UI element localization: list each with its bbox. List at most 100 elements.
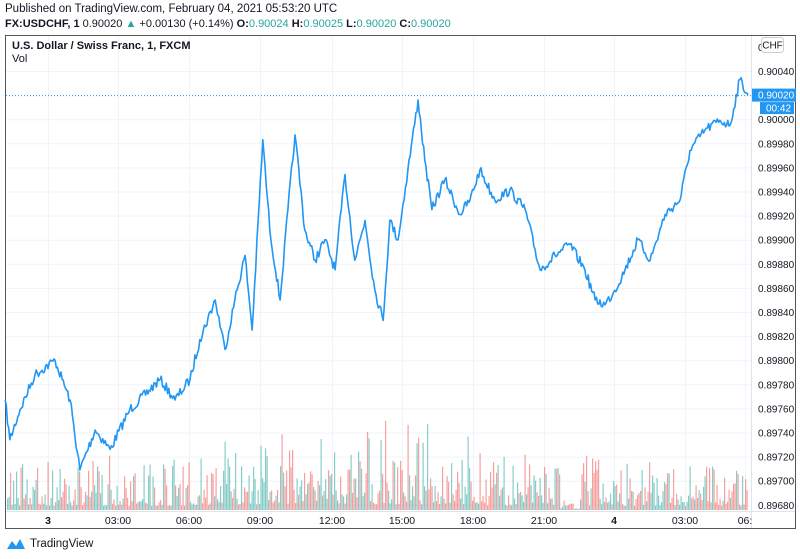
volume-bar bbox=[364, 492, 366, 510]
volume-bar bbox=[443, 498, 445, 510]
volume-bar bbox=[76, 504, 78, 510]
volume-bar bbox=[245, 491, 247, 510]
volume-bar bbox=[593, 472, 595, 510]
price-tick-label: 0.89860 bbox=[758, 284, 795, 295]
volume-bar bbox=[679, 504, 681, 510]
volume-bar bbox=[43, 503, 45, 510]
price-tick-label: 0.89740 bbox=[758, 429, 795, 440]
volume-bar bbox=[533, 475, 535, 510]
volume-bar bbox=[602, 483, 604, 510]
volume-bar bbox=[170, 505, 172, 510]
volume-bar bbox=[430, 478, 432, 510]
volume-bar bbox=[82, 505, 84, 510]
price-line bbox=[4, 76, 749, 471]
volume-bar bbox=[410, 500, 412, 510]
volume-bar bbox=[118, 504, 120, 510]
volume-bar bbox=[697, 497, 699, 510]
volume-bar bbox=[164, 468, 166, 510]
volume-bar bbox=[527, 487, 529, 510]
volume-bar bbox=[553, 504, 555, 510]
volume-bar bbox=[328, 470, 330, 510]
volume-bar bbox=[373, 502, 375, 510]
tradingview-logo[interactable]: TradingView bbox=[6, 537, 93, 551]
volume-bar bbox=[478, 503, 480, 510]
high-label: H: bbox=[291, 18, 304, 30]
volume-bar bbox=[128, 505, 130, 510]
volume-bar bbox=[437, 492, 439, 510]
volume-bar bbox=[464, 486, 466, 510]
volume-bar bbox=[472, 500, 474, 510]
volume-bar bbox=[79, 471, 81, 510]
volume-bar bbox=[256, 504, 258, 510]
volume-bar bbox=[107, 484, 109, 510]
volume-bar bbox=[499, 495, 501, 510]
volume-bar bbox=[148, 475, 150, 510]
volume-bar bbox=[698, 490, 700, 510]
volume-bar bbox=[707, 501, 709, 510]
volume-bar bbox=[8, 496, 10, 510]
currency-badge[interactable]: CHF bbox=[761, 37, 784, 53]
volume-bar bbox=[616, 484, 618, 510]
volume-bar bbox=[382, 473, 384, 510]
volume-bar bbox=[668, 473, 670, 510]
volume-bar bbox=[346, 494, 348, 510]
volume-bar bbox=[307, 484, 309, 510]
volume-bar bbox=[149, 464, 151, 510]
volume-bar bbox=[116, 485, 118, 510]
price-tick-label: 0.89920 bbox=[758, 212, 795, 223]
volume-bar bbox=[247, 491, 249, 510]
volume-bar bbox=[17, 497, 19, 510]
last-price: 0.90020 bbox=[82, 18, 123, 30]
volume-bar bbox=[496, 472, 498, 510]
time-axis[interactable]: 3 03:00 06:00 09:00 12:00 15:00 18:00 21:00 4 03:… bbox=[45, 515, 752, 527]
volume-bar bbox=[281, 434, 283, 510]
volume-bar bbox=[454, 500, 456, 510]
volume-bar bbox=[725, 503, 727, 510]
volume-bar bbox=[445, 503, 447, 510]
volume-bar bbox=[500, 489, 502, 510]
volume-bar bbox=[49, 505, 51, 510]
brand-name: TradingView bbox=[30, 538, 94, 550]
price-tick-label: 0.89960 bbox=[758, 163, 795, 174]
volume-bar bbox=[545, 473, 547, 510]
volume-bar bbox=[728, 489, 730, 510]
volume-bar bbox=[521, 495, 523, 510]
volume-bar bbox=[166, 485, 168, 510]
volume-bar bbox=[412, 486, 414, 510]
volume-bar bbox=[589, 505, 591, 510]
open-label: O: bbox=[236, 18, 249, 30]
volume-bar bbox=[190, 501, 192, 510]
volume-bar bbox=[404, 496, 406, 510]
volume-bar bbox=[733, 483, 735, 510]
volume-bar bbox=[232, 497, 234, 510]
current-price-label: 0.90020 00:42 bbox=[752, 88, 796, 115]
volume-bar bbox=[475, 502, 477, 510]
volume-bar bbox=[463, 504, 465, 510]
volume-bar bbox=[583, 463, 585, 510]
volume-bar bbox=[632, 491, 634, 510]
volume-bar bbox=[296, 478, 298, 510]
volume-bar bbox=[268, 499, 270, 510]
volume-bar bbox=[598, 459, 600, 510]
volume-bar bbox=[109, 455, 111, 510]
volume-bar bbox=[608, 501, 610, 510]
volume-bar bbox=[47, 462, 49, 510]
volume-bar bbox=[736, 470, 738, 510]
volume-bar bbox=[161, 504, 163, 510]
volume-bar bbox=[694, 499, 696, 510]
volume-bar bbox=[46, 505, 48, 510]
volume-bar bbox=[587, 491, 589, 510]
volume-bar bbox=[482, 495, 484, 510]
volume-bar bbox=[334, 452, 336, 510]
volume-bar bbox=[140, 501, 142, 510]
volume-bar bbox=[557, 467, 559, 510]
volume-bar bbox=[631, 490, 633, 510]
price-tick-label: 0.89800 bbox=[758, 356, 795, 367]
volume-bar bbox=[547, 503, 549, 510]
volume-bar bbox=[407, 424, 409, 510]
volume-bar bbox=[655, 505, 657, 510]
current-price-value: 0.90020 bbox=[758, 91, 795, 102]
price-axis[interactable]: 0.90040 0.90000 0.89980 0.89960 0.89940 0.899… bbox=[758, 43, 795, 512]
volume-bar bbox=[316, 500, 318, 510]
